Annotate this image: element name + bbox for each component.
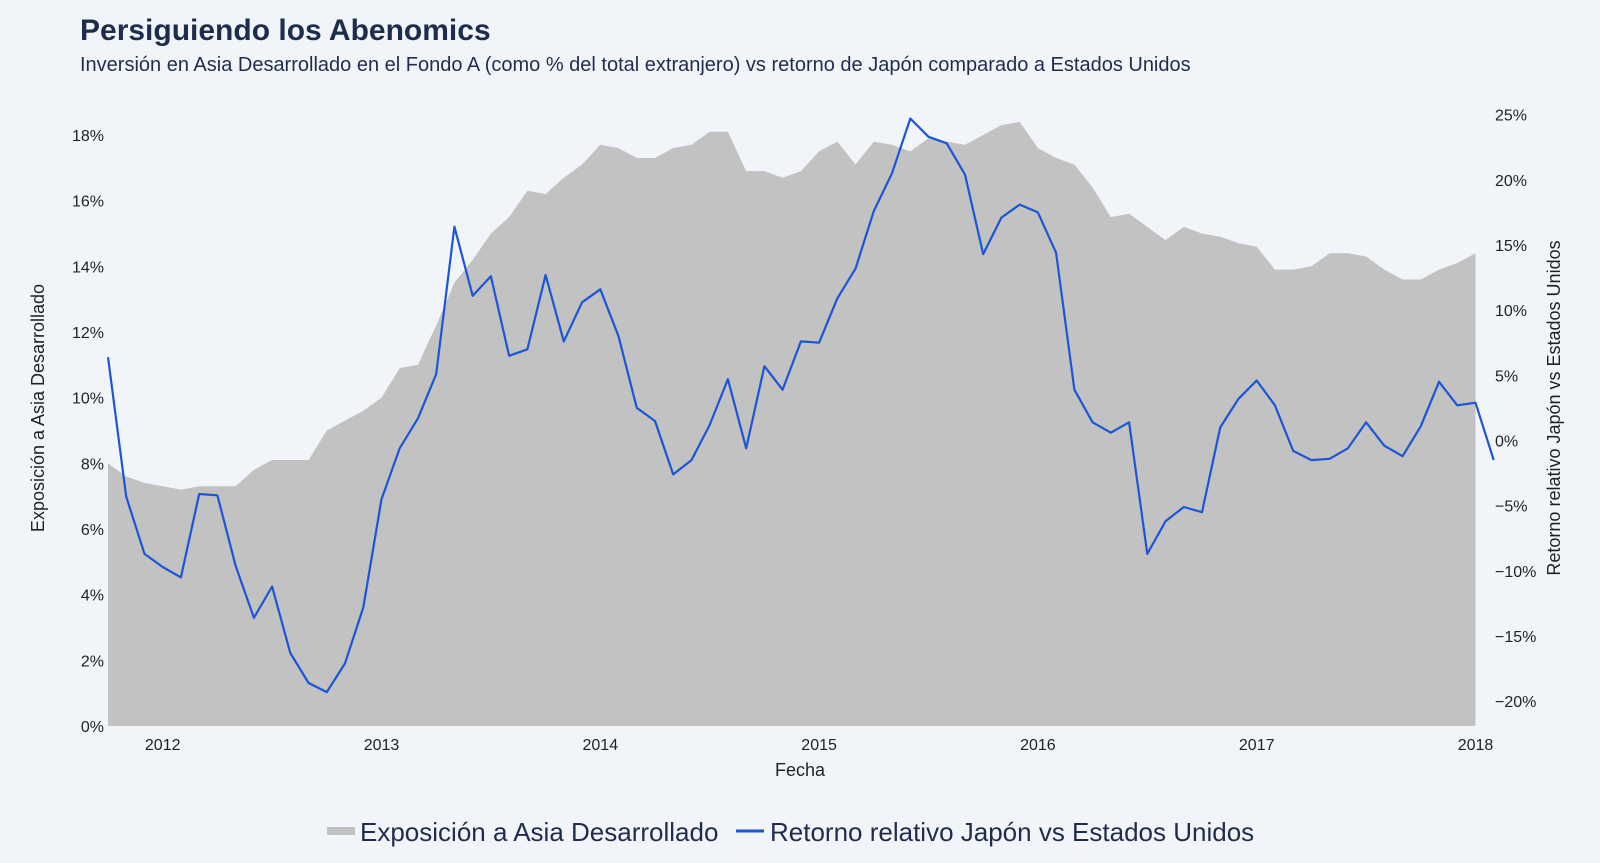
y-left-tick-label: 18% <box>72 128 104 145</box>
legend-line-label: Retorno relativo Japón vs Estados Unidos <box>770 817 1254 847</box>
y-left-tick-label: 10% <box>72 391 104 408</box>
y-left-tick-label: 14% <box>72 259 104 276</box>
chart-title: Persiguiendo los Abenomics <box>80 14 491 47</box>
chart-subtitle: Inversión en Asia Desarrollado en el Fon… <box>80 54 1191 76</box>
line-layer <box>106 117 1495 694</box>
y-left-tick-label: 8% <box>81 456 104 473</box>
area-series-exposicion <box>108 121 1476 726</box>
y-left-tick-label: 12% <box>72 325 104 342</box>
y-right-tick-label: 10% <box>1495 303 1527 320</box>
y-right-tick-label: −15% <box>1495 629 1536 646</box>
y-left-axis-title: Exposición a Asia Desarrollado <box>28 284 48 532</box>
x-tick-label: 2015 <box>801 737 837 754</box>
legend: Exposición a Asia Desarrollado Retorno r… <box>327 817 1254 847</box>
area-layer <box>108 121 1476 726</box>
x-axis-ticks: 2012 2013 2014 2015 2016 2017 2018 <box>145 737 1493 754</box>
y-left-tick-label: 0% <box>81 719 104 736</box>
y-left-tick-label: 4% <box>81 588 104 605</box>
x-axis-title: Fecha <box>775 760 826 780</box>
legend-area-swatch <box>327 827 355 835</box>
y-left-tick-label: 16% <box>72 194 104 211</box>
x-tick-label: 2014 <box>583 737 619 754</box>
y-right-axis-title: Retorno relativo Japón vs Estados Unidos <box>1544 240 1564 575</box>
y-right-tick-label: −20% <box>1495 694 1536 711</box>
y-right-tick-label: −5% <box>1495 499 1527 516</box>
x-tick-label: 2012 <box>145 737 181 754</box>
y-right-tick-label: −10% <box>1495 564 1536 581</box>
y-right-tick-label: 20% <box>1495 173 1527 190</box>
y-right-tick-label: 5% <box>1495 368 1518 385</box>
y-right-tick-label: 0% <box>1495 434 1518 451</box>
line-series-retorno <box>106 117 1495 694</box>
y-right-axis-ticks: −20% −15% −10% −5% 0% 5% 10% 15% 20% 25% <box>1495 108 1536 712</box>
y-right-tick-label: 15% <box>1495 238 1527 255</box>
y-right-tick-label: 25% <box>1495 108 1527 125</box>
x-tick-label: 2017 <box>1239 737 1275 754</box>
y-left-axis-ticks: 0% 2% 4% 6% 8% 10% 12% 14% 16% 18% <box>72 128 104 736</box>
x-tick-label: 2018 <box>1458 737 1494 754</box>
y-left-tick-label: 2% <box>81 653 104 670</box>
y-left-tick-label: 6% <box>81 522 104 539</box>
x-tick-label: 2013 <box>364 737 400 754</box>
legend-area-label: Exposición a Asia Desarrollado <box>360 817 718 847</box>
x-tick-label: 2016 <box>1020 737 1056 754</box>
